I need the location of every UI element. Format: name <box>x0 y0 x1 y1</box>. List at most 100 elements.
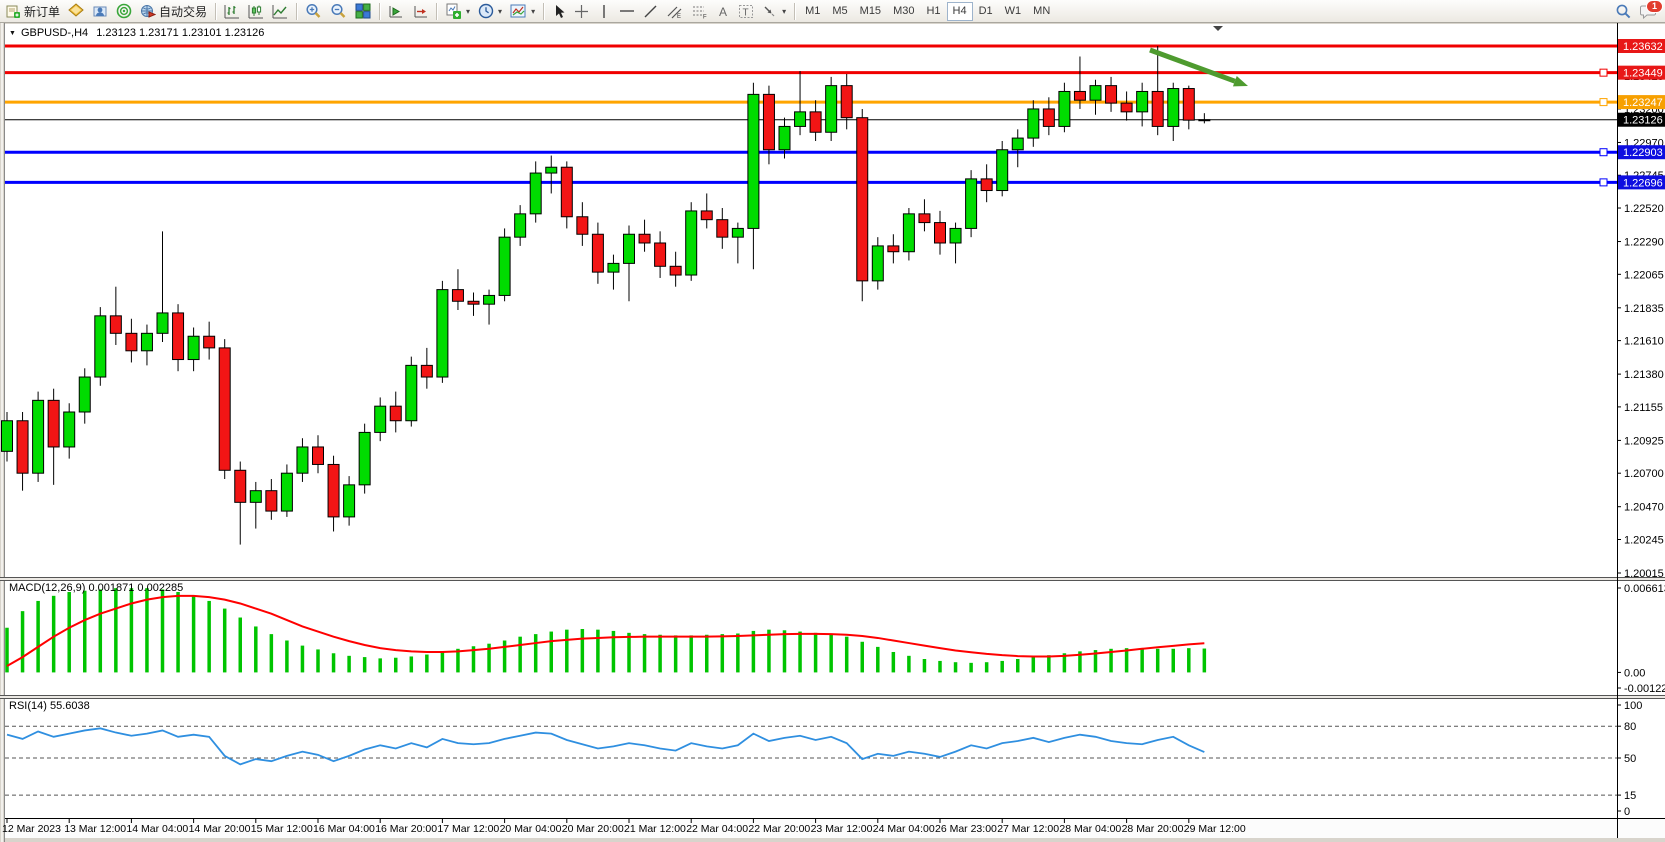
time-tick-label: 12 Mar 2023 <box>2 823 61 835</box>
timeframe-button-M1[interactable]: M1 <box>799 2 826 21</box>
trend-arrow-head[interactable] <box>1232 76 1248 87</box>
horizontal-line-button[interactable] <box>615 1 639 21</box>
tile-windows-button[interactable] <box>351 1 375 21</box>
candle <box>856 117 869 282</box>
candle <box>32 399 45 474</box>
hline-handle[interactable] <box>1599 68 1608 77</box>
candle <box>249 490 262 503</box>
bar-chart-button[interactable] <box>220 1 244 21</box>
search-button[interactable] <box>1611 1 1636 21</box>
autotrading-button[interactable]: 自动交易 <box>136 1 211 21</box>
candle <box>16 420 29 474</box>
macd-histogram-bar <box>67 591 71 673</box>
timeframe-button-H4[interactable]: H4 <box>946 1 973 21</box>
chart-ohlc-values: 1.23123 1.23171 1.23101 1.23126 <box>96 27 265 39</box>
pane-splitter[interactable] <box>0 695 1665 699</box>
macd-histogram-bar <box>269 634 274 673</box>
text-button[interactable]: A <box>712 1 734 21</box>
time-tick-label: 24 Mar 04:00 <box>873 823 935 835</box>
time-tick-label: 16 Mar 20:00 <box>375 823 437 835</box>
pane-splitter[interactable] <box>0 577 1665 581</box>
macd-histogram-bar <box>627 632 631 673</box>
arrows-button[interactable]: ▾ <box>758 1 790 21</box>
macd-pane[interactable] <box>5 581 1665 695</box>
trendline-button[interactable] <box>639 1 662 21</box>
periods-button[interactable]: ▾ <box>474 1 506 21</box>
new-order-label: 新订单 <box>24 4 61 19</box>
time-axis-strip[interactable] <box>5 818 1665 838</box>
timeframe-button-M30[interactable]: M30 <box>887 2 920 21</box>
candle <box>949 227 962 244</box>
svg-text:F: F <box>703 14 707 19</box>
price-badge <box>1618 112 1665 127</box>
cursor-button[interactable] <box>548 1 570 21</box>
hline-handle[interactable] <box>1599 148 1608 157</box>
chart-shift-marker[interactable] <box>1213 26 1223 31</box>
navigator-button[interactable] <box>88 1 112 21</box>
macd-histogram-bar <box>347 655 351 673</box>
dropdown-caret-icon: ▾ <box>498 6 503 16</box>
candle <box>700 210 713 221</box>
macd-histogram-bar <box>813 632 818 673</box>
timeframe-button-H1[interactable]: H1 <box>920 2 946 21</box>
macd-histogram-bar <box>782 630 787 673</box>
candle <box>716 219 729 238</box>
candle <box>638 233 651 244</box>
timeframe-button-M5[interactable]: M5 <box>826 2 853 21</box>
timeframe-button-W1[interactable]: W1 <box>999 2 1028 21</box>
vertical-line-button[interactable] <box>593 1 615 21</box>
price-badge-label: 1.23449 <box>1623 68 1663 80</box>
signals-button[interactable] <box>112 1 136 21</box>
notification-badge: 1 <box>1646 0 1663 13</box>
macd-histogram-bar <box>362 657 367 673</box>
price-tick-label: 1.22065 <box>1624 269 1664 281</box>
candle <box>545 166 558 174</box>
zoom-out-button[interactable] <box>326 1 351 21</box>
time-tick-label: 29 Mar 12:00 <box>1184 823 1246 835</box>
candlestick-chart-button[interactable] <box>244 1 268 21</box>
candle <box>1 420 13 452</box>
chat-button[interactable]: 1 <box>1636 0 1663 21</box>
candle <box>591 233 604 273</box>
macd-histogram-bar <box>1124 648 1129 673</box>
new-order-button[interactable]: 新订单 <box>2 1 64 21</box>
horizontal-line-icon <box>620 10 635 12</box>
market-watch-button[interactable] <box>64 1 88 21</box>
equidistant-channel-button[interactable]: E <box>662 1 687 21</box>
macd-histogram-bar <box>984 662 989 673</box>
macd-histogram-bar <box>891 651 896 673</box>
hline-handle[interactable] <box>1599 178 1608 187</box>
timeframe-button-M15[interactable]: M15 <box>854 2 887 21</box>
price-badge-label: 1.23247 <box>1623 97 1663 109</box>
trendline-icon <box>644 5 657 17</box>
crosshair-button[interactable] <box>570 1 593 21</box>
fibonacci-button[interactable]: F <box>687 1 712 21</box>
auto-scroll-button[interactable] <box>384 1 408 21</box>
signals-icon <box>116 3 132 19</box>
hline-handle[interactable] <box>1599 98 1608 107</box>
macd-histogram-bar <box>1109 648 1113 673</box>
line-chart-button[interactable] <box>268 1 292 21</box>
toolbar-separator <box>379 2 381 20</box>
symbol-dropdown-icon[interactable]: ▼ <box>9 30 16 37</box>
macd-histogram-bar <box>565 629 569 673</box>
chart-shift-button[interactable] <box>408 1 432 21</box>
new-chart-button[interactable]: ▾ <box>441 1 474 21</box>
candle <box>934 222 946 244</box>
text-label-button[interactable]: T <box>734 1 758 21</box>
zoom-in-button[interactable] <box>301 1 326 21</box>
macd-histogram-bar <box>1093 650 1098 673</box>
toolbar-right-group: 1 <box>1611 0 1663 21</box>
timeframe-button-D1[interactable]: D1 <box>973 2 999 21</box>
trend-arrow-line[interactable] <box>1149 47 1236 84</box>
templates-button[interactable]: ▾ <box>506 1 539 21</box>
macd-histogram-bar <box>1187 648 1191 673</box>
candle <box>172 312 185 361</box>
candle <box>1167 88 1180 127</box>
candle <box>623 233 635 264</box>
macd-histogram-bar <box>129 588 134 673</box>
macd-histogram-bar <box>844 636 849 673</box>
timeframe-button-MN[interactable]: MN <box>1027 2 1056 21</box>
macd-histogram-bar <box>642 634 647 673</box>
